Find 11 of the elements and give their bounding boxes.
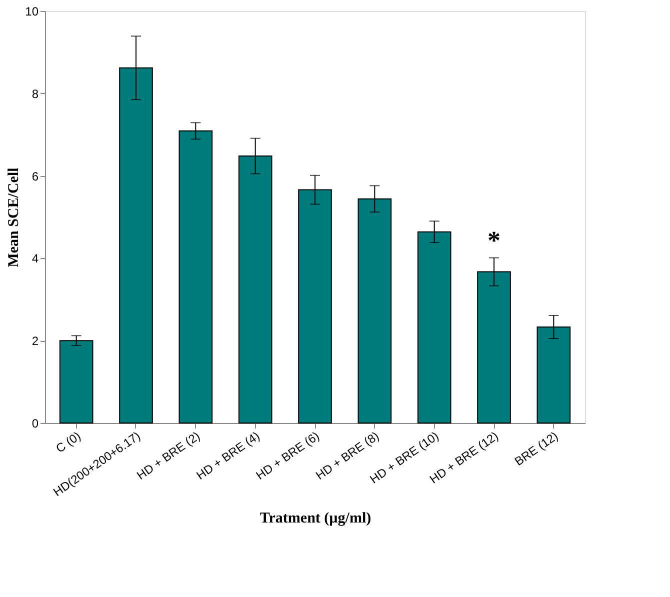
annotation: * xyxy=(488,226,501,255)
y-axis-title: Mean SCE/Cell xyxy=(6,168,22,268)
y-tick-label: 4 xyxy=(32,252,39,266)
x-axis-title: Tratment (µg/ml) xyxy=(260,510,372,526)
y-tick-label: 0 xyxy=(32,416,39,430)
y-tick-label: 2 xyxy=(32,334,39,348)
x-tick-label: BRE (12) xyxy=(512,428,561,469)
bar xyxy=(59,340,94,424)
y-tick-label: 10 xyxy=(25,4,39,18)
y-tick-label: 6 xyxy=(32,169,39,184)
y-tick-label: 8 xyxy=(32,86,39,101)
